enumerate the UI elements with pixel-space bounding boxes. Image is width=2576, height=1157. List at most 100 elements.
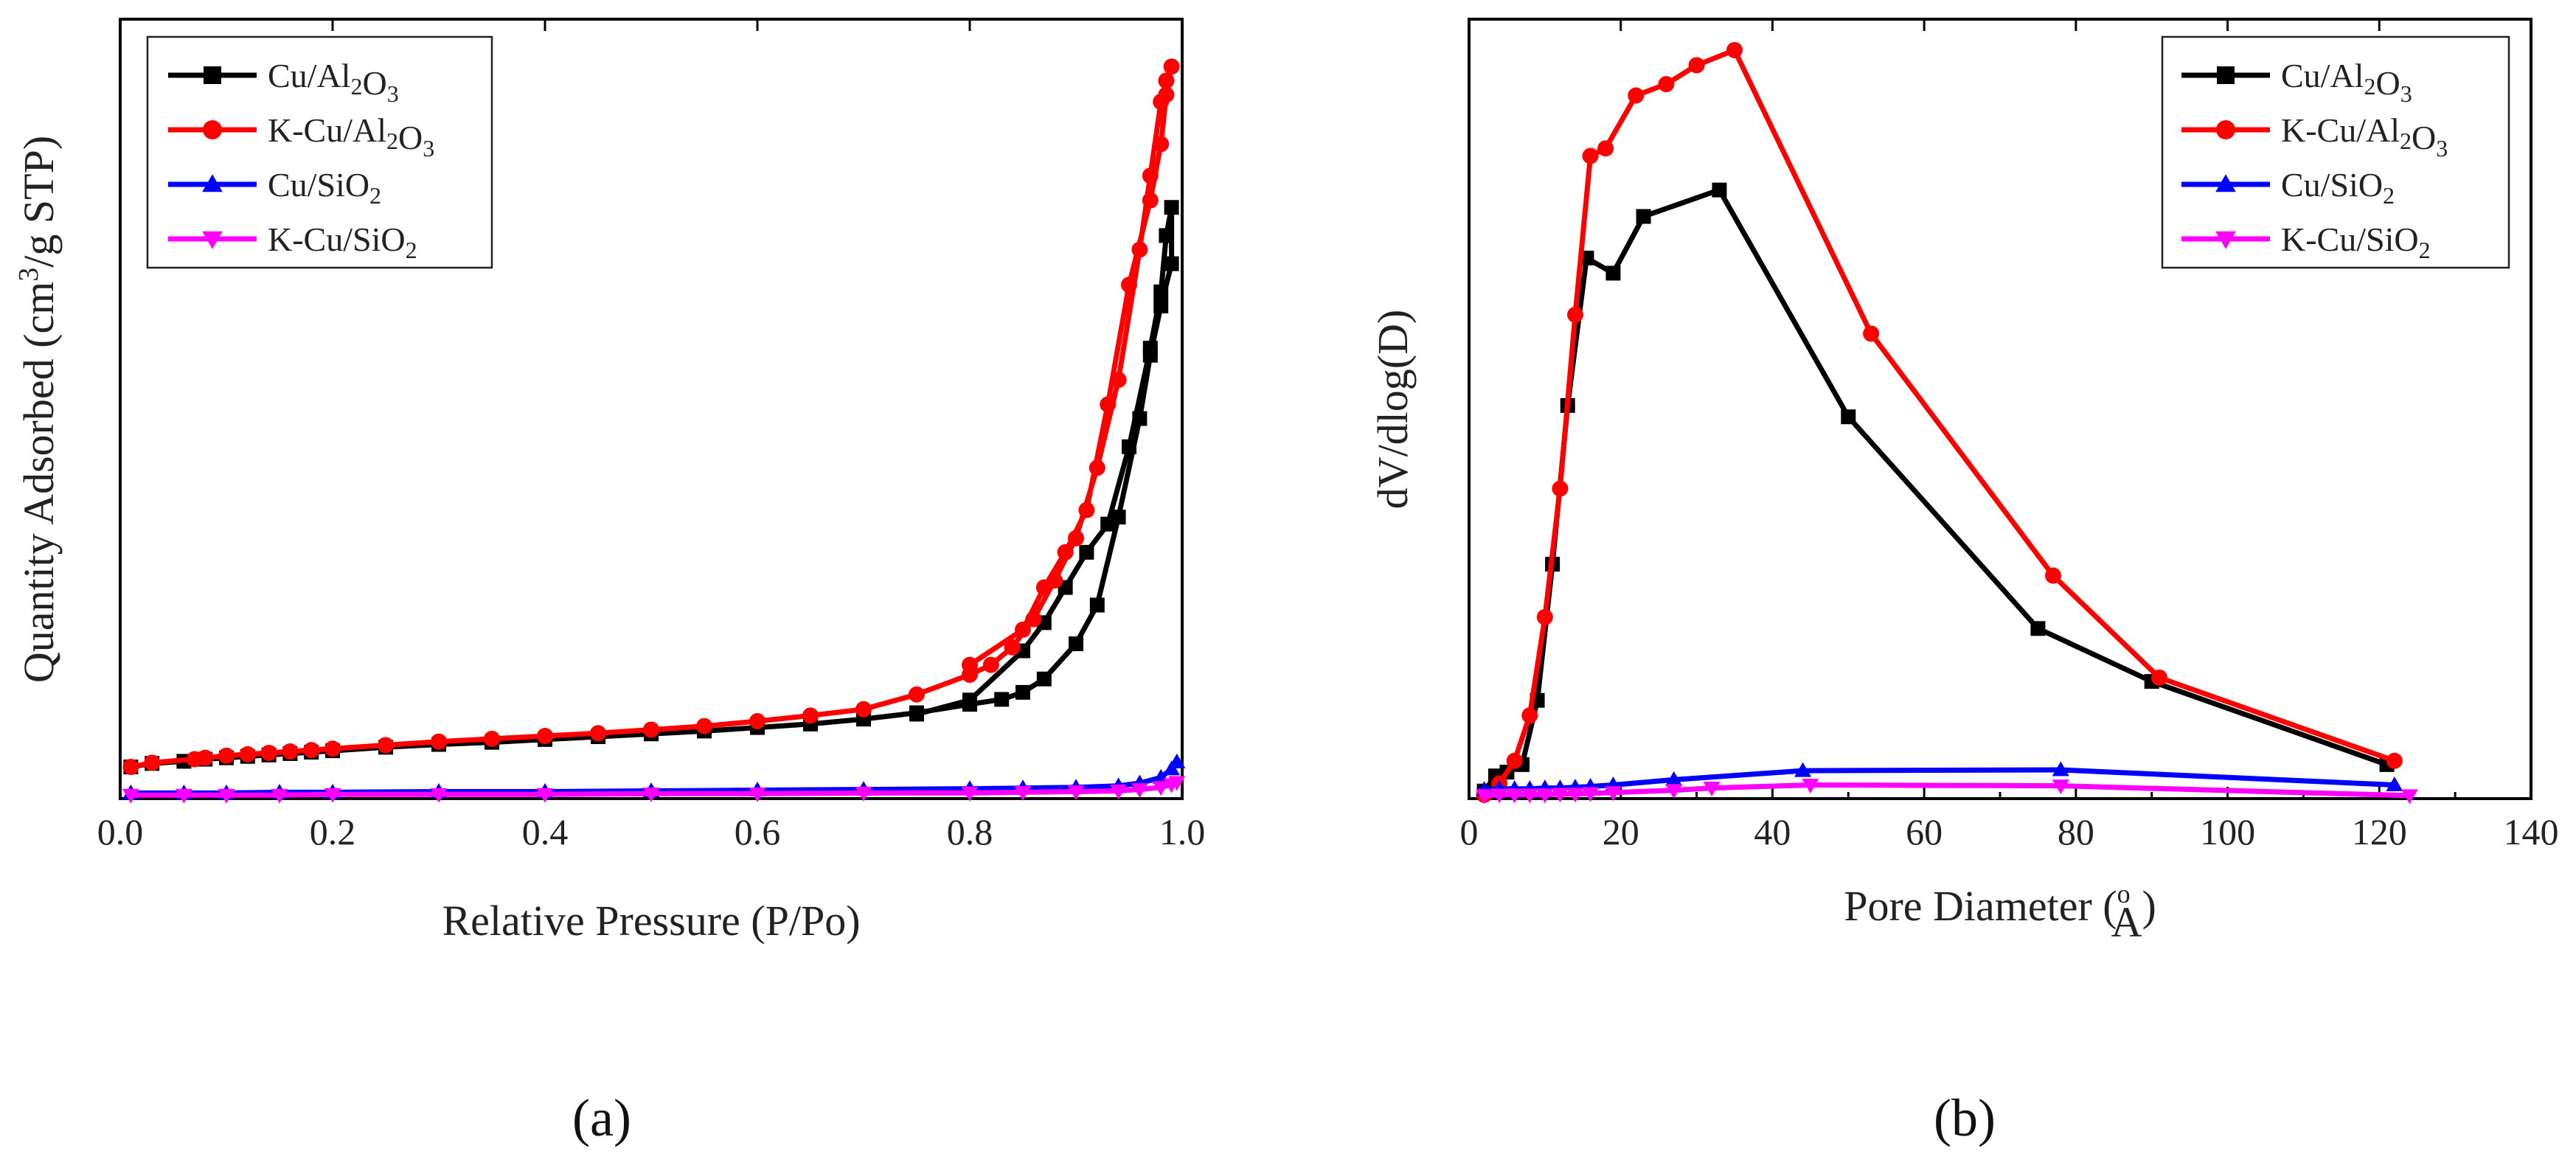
panel-b-point-k-cu-al2o3 <box>1521 707 1538 724</box>
panel-a-point-k-cu-sio2 <box>749 787 766 802</box>
panel-a-chart: 0.0 0.2 0.4 0.6 0.8 1.0 Relative Pressure (P/… <box>13 18 1206 1147</box>
panel-a-point-k-cu-sio2 <box>1014 785 1032 801</box>
panel-a-point-k-cu-al2o3 <box>1110 372 1127 389</box>
panel-a-point-cu-al2o3 <box>1100 516 1116 532</box>
panel-a-point-k-cu-sio2 <box>961 786 979 802</box>
panel-a-series-k-cu-al2o3 <box>122 58 1180 776</box>
panel-a-point-k-cu-al2o3 <box>1153 136 1170 153</box>
panel-b-point-cu-sio2 <box>1794 762 1812 777</box>
panel-a-point-k-cu-sio2 <box>1067 785 1085 800</box>
panel-a-point-k-cu-sio2 <box>1152 781 1170 796</box>
panel-a-point-k-cu-al2o3 <box>239 746 256 762</box>
panel-b-point-k-cu-sio2 <box>1476 789 1493 805</box>
panel-a-point-k-cu-sio2 <box>855 786 872 802</box>
panel-b-legend-label: Cu/Al2O3 <box>2281 57 2412 107</box>
panel-b-point-cu-al2o3 <box>2030 621 2046 636</box>
panel-b-x-tick-label: 60 <box>1906 811 1943 852</box>
panel-b-x-tick-label: 0 <box>1460 811 1479 852</box>
panel-a-point-k-cu-al2o3 <box>1025 611 1042 628</box>
panel-a-point-k-cu-al2o3 <box>909 686 925 703</box>
panel-a-point-k-cu-al2o3 <box>1078 501 1095 518</box>
panel-a-point-k-cu-sio2 <box>324 788 341 803</box>
panel-a-legend-label: K-Cu/SiO2 <box>268 220 417 263</box>
panel-a-point-cu-al2o3 <box>1079 544 1094 560</box>
panel-a-point-k-cu-al2o3 <box>1163 58 1180 75</box>
panel-b-y-axis-title: dV/dlog(D) <box>1369 310 1417 510</box>
panel-a-series-k-cu-sio2 <box>122 776 1186 804</box>
panel-a-legend-label: Cu/SiO2 <box>268 166 381 209</box>
panel-a-series-cu-al2o3 <box>123 200 1179 775</box>
panel-a-x-tick-label: 0.2 <box>310 811 356 852</box>
panel-a-point-k-cu-al2o3 <box>197 749 214 766</box>
panel-a-point-cu-al2o3 <box>1069 636 1083 652</box>
panel-b-label: (b) <box>1934 1088 1996 1147</box>
panel-a-point-k-cu-al2o3 <box>303 742 320 759</box>
panel-b-point-k-cu-sio2 <box>2400 789 2418 805</box>
panel-a-point-k-cu-sio2 <box>1168 776 1186 791</box>
panel-b-series <box>1476 41 2418 805</box>
panel-a-point-k-cu-al2o3 <box>1142 192 1159 209</box>
panel-a-point-cu-al2o3 <box>1142 341 1158 356</box>
panel-a-point-cu-al2o3 <box>1036 671 1052 687</box>
panel-b-point-k-cu-al2o3 <box>1582 147 1599 164</box>
panel-b-point-k-cu-sio2 <box>1582 787 1600 802</box>
panel-b-series-k-cu-al2o3 <box>1476 41 2403 803</box>
panel-a-y-axis-title: Quantity Adsorbed (cm3/g STP) <box>13 136 63 683</box>
panel-b-point-k-cu-al2o3 <box>1506 752 1523 769</box>
panel-a-legend-marker <box>204 66 221 84</box>
panel-b-legend-label: K-Cu/SiO2 <box>2281 220 2431 263</box>
panel-b-point-k-cu-al2o3 <box>2151 669 2167 686</box>
panel-a-point-k-cu-al2o3 <box>1057 543 1074 560</box>
panel-a-point-cu-al2o3 <box>1132 411 1148 426</box>
panel-b-point-cu-sio2 <box>1665 771 1683 786</box>
panel-b-point-k-cu-sio2 <box>1506 788 1524 804</box>
panel-b-point-k-cu-al2o3 <box>1536 608 1553 625</box>
panel-a-point-k-cu-al2o3 <box>696 718 712 734</box>
panel-a-point-k-cu-sio2 <box>430 788 448 803</box>
panel-b-legend-item-cu-sio2: Cu/SiO2 <box>2181 166 2395 209</box>
panel-a-legend-marker <box>202 174 223 192</box>
panel-a-label: (a) <box>572 1088 631 1147</box>
panel-a-x-tick-label: 0.6 <box>735 811 781 852</box>
panel-a-point-k-cu-al2o3 <box>1004 639 1021 656</box>
panel-a-point-k-cu-al2o3 <box>144 754 161 771</box>
panel-b-point-k-cu-sio2 <box>1551 788 1569 803</box>
panel-b-point-k-cu-sio2 <box>1521 788 1538 804</box>
panel-a-legend-item-k-cu-al2o3: K-Cu/Al2O3 <box>168 111 434 161</box>
panel-b-x-ticks: 0 20 40 60 80 100 120 140 <box>1460 19 2559 852</box>
panel-b-point-k-cu-al2o3 <box>1628 87 1645 104</box>
panel-a-point-cu-al2o3 <box>1089 597 1105 613</box>
panel-b-legend-marker <box>2215 174 2236 192</box>
panel-a-point-k-cu-al2o3 <box>218 747 235 764</box>
panel-a-x-tick-label: 1.0 <box>1159 811 1206 852</box>
panel-b-point-k-cu-sio2 <box>1802 779 1819 794</box>
panel-a-series <box>122 58 1186 804</box>
panel-a-point-k-cu-al2o3 <box>590 725 606 742</box>
panel-a-point-k-cu-al2o3 <box>982 656 999 673</box>
panel-b-point-k-cu-sio2 <box>1665 784 1683 799</box>
panel-a-point-k-cu-sio2 <box>642 787 660 802</box>
panel-b-legend-item-k-cu-al2o3: K-Cu/Al2O3 <box>2181 111 2448 161</box>
panel-a-point-k-cu-al2o3 <box>378 737 394 754</box>
panel-a-point-cu-al2o3 <box>1159 228 1174 243</box>
panel-a-point-k-cu-al2o3 <box>1158 86 1175 103</box>
panel-a-point-k-cu-al2o3 <box>1015 621 1031 638</box>
panel-b-x-tick-label: 100 <box>2200 811 2255 852</box>
panel-a-point-k-cu-al2o3 <box>855 701 872 718</box>
panel-b-point-k-cu-al2o3 <box>2045 567 2061 584</box>
panel-a-point-cu-al2o3 <box>1164 256 1179 271</box>
panel-b-point-k-cu-sio2 <box>1536 788 1554 804</box>
panel-b-legend-marker <box>2216 120 2235 139</box>
panel-b-point-k-cu-sio2 <box>2052 779 2069 795</box>
panel-a-x-tick-label: 0.0 <box>97 811 144 852</box>
panel-b-point-cu-al2o3 <box>1636 209 1651 224</box>
panel-a-point-k-cu-al2o3 <box>122 759 139 776</box>
panel-a-point-k-cu-al2o3 <box>1121 277 1137 293</box>
panel-a-point-cu-al2o3 <box>1122 439 1136 454</box>
panel-b-point-cu-sio2 <box>2386 776 2403 792</box>
panel-a-point-k-cu-sio2 <box>218 788 235 804</box>
panel-a-point-k-cu-al2o3 <box>749 713 765 730</box>
